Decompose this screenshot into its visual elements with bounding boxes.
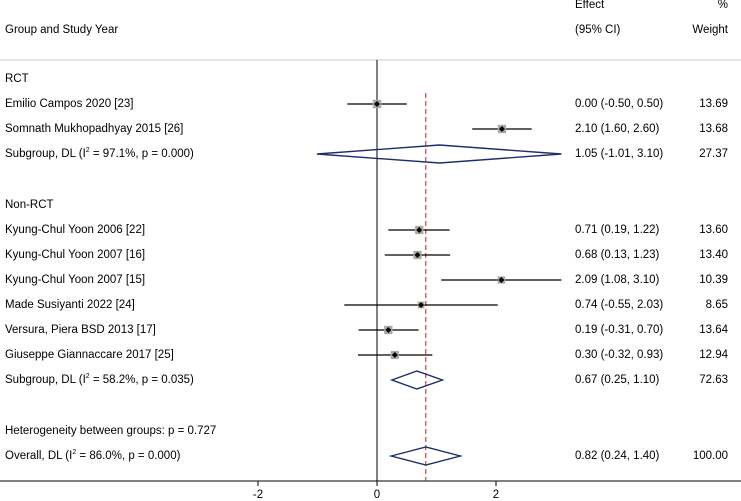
study-weight: 13.64 xyxy=(699,324,728,336)
study-point-estimate xyxy=(498,277,505,283)
study-weight: 13.68 xyxy=(699,123,728,135)
study-label: Emilio Campos 2020 [23] xyxy=(5,98,134,110)
subgroup-ci-text: 1.05 (-1.01, 3.10) xyxy=(575,148,664,160)
study-label: Kyung-Chul Yoon 2006 [22] xyxy=(5,224,146,236)
study-ci-text: 2.10 (1.60, 2.60) xyxy=(575,123,660,135)
study-label: Versura, Piera BSD 2013 [17] xyxy=(5,324,156,336)
subgroup-diamond-nonrct xyxy=(389,370,445,390)
subgroup-weight: 27.37 xyxy=(699,148,728,160)
study-label: Giuseppe Giannaccare 2017 [25] xyxy=(5,349,174,361)
study-ci-text: 0.68 (0.13, 1.23) xyxy=(575,249,660,261)
header-study-label: Group and Study Year xyxy=(5,24,119,36)
subgroup-label-nonrct: Subgroup, DL (I2 = 58.2%, p = 0.035) xyxy=(5,373,194,386)
subgroup-ci-text: 0.67 (0.25, 1.10) xyxy=(575,374,660,386)
study-point-estimate xyxy=(498,126,505,132)
study-label: Made Susiyanti 2022 [24] xyxy=(5,299,135,311)
subgroup-label-rct: Subgroup, DL (I2 = 97.1%, p = 0.000) xyxy=(5,147,194,160)
group-label-nonrct: Non-RCT xyxy=(5,199,54,211)
group-label-rct: RCT xyxy=(5,73,29,85)
study-ci-text: 0.74 (-0.55, 2.03) xyxy=(575,299,664,311)
header-weight-label: Weight xyxy=(692,24,728,36)
heterogeneity-text: Heterogeneity between groups: p = 0.727 xyxy=(5,425,217,437)
study-point-estimate xyxy=(391,352,398,358)
study-label: Kyung-Chul Yoon 2007 [15] xyxy=(5,274,146,286)
study-ci-text: 0.71 (0.19, 1.22) xyxy=(575,224,660,236)
study-label: Somnath Mukhopadhyay 2015 [26] xyxy=(5,123,184,135)
study-weight: 13.60 xyxy=(699,224,728,236)
subgroup-diamond-rct xyxy=(316,144,562,164)
study-ci-text: 2.09 (1.08, 3.10) xyxy=(575,274,660,286)
study-weight: 13.69 xyxy=(699,98,728,110)
study-ci-text: 0.00 (-0.50, 0.50) xyxy=(575,98,664,110)
study-weight: 12.94 xyxy=(699,349,728,361)
overall-label: Overall, DL (I2 = 86.0%, p = 0.000) xyxy=(5,449,181,462)
x-axis-tick-label: -2 xyxy=(253,489,263,501)
x-axis-tick-label: 0 xyxy=(374,489,380,501)
overall-diamond xyxy=(388,446,464,466)
overall-weight: 100.00 xyxy=(692,450,728,462)
header-weight-pct: % xyxy=(717,0,728,11)
study-point-estimate xyxy=(385,327,392,333)
study-weight: 8.65 xyxy=(705,299,728,311)
study-ci-text: 0.19 (-0.31, 0.70) xyxy=(575,324,664,336)
study-ci-text: 0.30 (-0.32, 0.93) xyxy=(575,349,664,361)
subgroup-weight: 72.63 xyxy=(699,374,728,386)
x-axis-tick-label: 2 xyxy=(493,489,499,501)
study-point-estimate xyxy=(418,302,425,308)
study-weight: 10.39 xyxy=(699,274,728,286)
study-weight: 13.40 xyxy=(699,249,728,261)
study-point-estimate xyxy=(374,101,380,107)
header-ci-label: (95% CI) xyxy=(575,24,621,36)
study-point-estimate xyxy=(414,252,421,258)
overall-ci-text: 0.82 (0.24, 1.40) xyxy=(575,450,660,462)
header-effect-label: Effect xyxy=(575,0,605,11)
study-point-estimate xyxy=(416,227,423,233)
study-label: Kyung-Chul Yoon 2007 [16] xyxy=(5,249,146,261)
